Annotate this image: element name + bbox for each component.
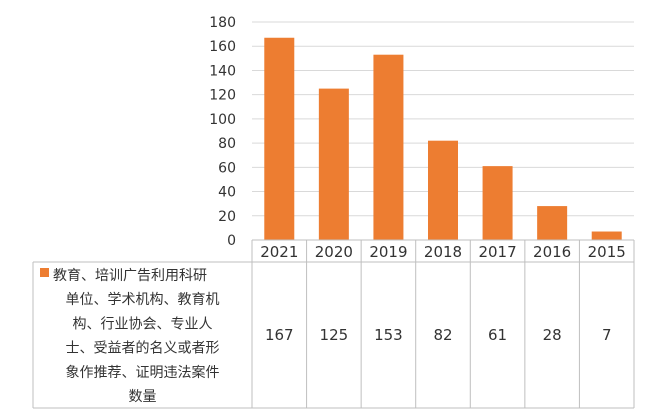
legend-label-line: 数量 bbox=[129, 389, 157, 405]
x-category-label: 2019 bbox=[369, 243, 407, 261]
legend-label-line: 士、受益者的名义或者形 bbox=[66, 341, 220, 357]
legend-label-line: 教育、培训广告利用科研 bbox=[53, 268, 207, 284]
x-category-label: 2016 bbox=[533, 243, 571, 261]
legend-label-line: 构、行业协会、专业人 bbox=[73, 316, 213, 332]
y-tick-label: 80 bbox=[218, 136, 236, 152]
bar-2021 bbox=[264, 37, 295, 240]
y-tick-label: 140 bbox=[209, 63, 236, 79]
data-value-label: 167 bbox=[265, 326, 294, 344]
legend-key bbox=[40, 268, 49, 277]
data-value-label: 7 bbox=[602, 326, 612, 344]
x-category-label: 2015 bbox=[588, 243, 626, 261]
bar-2018 bbox=[428, 140, 458, 240]
x-category-label: 2021 bbox=[260, 243, 298, 261]
bar-2019 bbox=[373, 54, 404, 241]
y-tick-label: 20 bbox=[218, 209, 236, 225]
legend-label-line: 象作推荐、证明违法案件 bbox=[66, 364, 220, 381]
x-category-label: 2018 bbox=[424, 243, 462, 261]
bar-2017 bbox=[482, 166, 513, 240]
data-value-label: 61 bbox=[488, 326, 507, 344]
y-tick-label: 60 bbox=[218, 160, 236, 176]
bar-2020 bbox=[318, 88, 349, 240]
y-tick-label: 40 bbox=[218, 185, 236, 201]
data-table: 2021 167 2020 125 2019 153 2018 82 2017 61 2016 28 2… bbox=[32, 239, 635, 409]
y-tick-label: 120 bbox=[209, 88, 236, 104]
data-value-label: 153 bbox=[374, 326, 403, 344]
data-value-label: 125 bbox=[320, 326, 349, 344]
x-category-label: 2017 bbox=[478, 243, 516, 261]
bar-2015 bbox=[591, 231, 622, 240]
y-tick-label: 100 bbox=[209, 112, 236, 128]
data-value-label: 82 bbox=[433, 326, 452, 344]
x-category-label: 2020 bbox=[315, 243, 353, 261]
y-tick-label: 180 bbox=[209, 15, 236, 31]
bar-2016 bbox=[537, 206, 568, 240]
y-axis: 0 20 40 60 80 100 120 140 160 180 bbox=[209, 15, 236, 249]
y-tick-label: 160 bbox=[209, 39, 236, 55]
data-value-label: 28 bbox=[543, 326, 562, 344]
bars bbox=[264, 37, 622, 241]
legend-label-line: 单位、学术机构、教育机 bbox=[66, 292, 220, 308]
y-tick-label: 0 bbox=[227, 233, 236, 249]
gridlines bbox=[252, 21, 634, 217]
